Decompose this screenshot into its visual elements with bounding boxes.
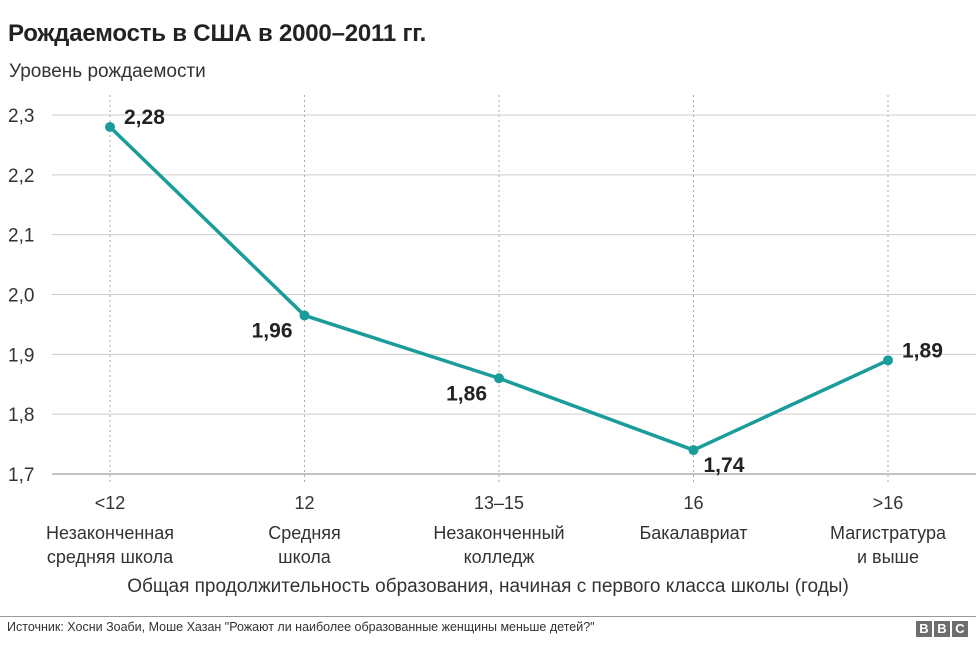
x-tick-label: Бакалавриат [639,523,747,543]
data-label: 1,89 [902,339,943,362]
data-label: 1,96 [252,319,293,342]
x-tick-label: Незаконченный [433,523,564,543]
bbc-logo-letter: C [952,621,968,637]
y-tick-label: 1,7 [8,465,34,486]
y-tick-label: 2,0 [8,286,34,307]
x-tick-code: 13–15 [474,493,524,513]
data-label: 1,74 [704,454,745,477]
y-tick-label: 2,2 [8,166,34,187]
y-tick-label: 1,8 [8,405,34,426]
line-chart: 2,3 2,2 2,1 2,0 1,9 1,8 1,7 <12 Незаконченная сре… [8,95,976,567]
y-tick-label: 2,1 [8,226,34,247]
source-note: Источник: Хосни Зоаби, Моше Хазан "Рожаю… [7,620,595,634]
x-tick-label: Незаконченная [46,523,174,543]
data-point [299,310,310,321]
x-tick-label: и выше [857,547,919,567]
bbc-logo-letter: B [934,621,950,637]
data-label: 1,86 [446,382,487,405]
bbc-logo: B B C [916,621,968,637]
footer-divider [0,616,976,617]
x-tick-code: >16 [873,493,904,513]
bbc-logo-letter: B [916,621,932,637]
x-tick-label: колледж [464,547,535,567]
data-label: 2,28 [124,106,165,129]
data-point [494,373,504,384]
data-point [105,121,115,132]
x-tick-code: <12 [95,493,126,513]
data-point [883,355,893,366]
data-point [688,445,699,456]
y-axis-label: Уровень рождаемости [9,61,206,82]
y-tick-label: 2,3 [8,106,34,127]
x-tick-label: средняя школа [47,547,174,567]
x-tick-code: 12 [294,493,314,513]
x-tick-label: Средняя [268,523,341,543]
x-tick-code: 16 [683,493,703,513]
x-tick-label: школа [278,547,332,567]
y-tick-label: 1,9 [8,345,34,366]
x-tick-label: Магистратура [830,523,947,543]
x-axis-label: Общая продолжительность образования, нач… [127,576,849,597]
chart-title: Рождаемость в США в 2000–2011 гг. [8,20,427,47]
